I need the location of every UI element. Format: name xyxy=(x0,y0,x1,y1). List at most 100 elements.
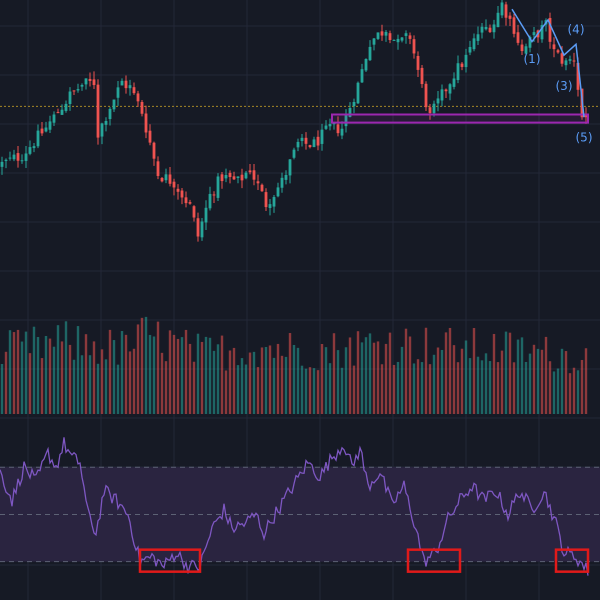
support-zone[interactable] xyxy=(331,113,589,124)
candle-up[interactable] xyxy=(352,98,356,114)
candle-down[interactable] xyxy=(92,71,96,90)
candle-down[interactable] xyxy=(556,48,560,54)
candle-up[interactable] xyxy=(244,171,248,180)
candle-up[interactable] xyxy=(384,30,388,42)
candle-down[interactable] xyxy=(512,13,516,38)
candle-up[interactable] xyxy=(320,123,324,151)
candle-up[interactable] xyxy=(292,147,296,160)
candle-down[interactable] xyxy=(192,205,196,222)
candle-up[interactable] xyxy=(288,159,292,184)
candle-down[interactable] xyxy=(16,146,20,168)
candle-up[interactable] xyxy=(0,156,4,175)
candle-down[interactable] xyxy=(504,1,508,26)
candle-down[interactable] xyxy=(336,116,340,137)
candle-down[interactable] xyxy=(72,90,76,95)
candle-up[interactable] xyxy=(564,58,568,71)
candle-down[interactable] xyxy=(212,191,216,203)
candle-down[interactable] xyxy=(252,164,256,186)
candle-up[interactable] xyxy=(452,72,456,90)
candle-up[interactable] xyxy=(116,80,120,106)
candle-up[interactable] xyxy=(208,186,212,211)
candle-down[interactable] xyxy=(548,12,552,49)
candle-up[interactable] xyxy=(268,199,272,216)
candle-down[interactable] xyxy=(304,132,308,150)
candle-down[interactable] xyxy=(152,141,156,166)
candle-down[interactable] xyxy=(488,24,492,33)
candle-down[interactable] xyxy=(584,107,588,124)
candle-up[interactable] xyxy=(340,121,344,140)
candle-up[interactable] xyxy=(80,83,84,91)
oversold-marker[interactable] xyxy=(554,548,590,573)
candle-up[interactable] xyxy=(468,40,472,56)
candle-up[interactable] xyxy=(464,48,468,73)
candle-down[interactable] xyxy=(508,12,512,26)
candle-up[interactable] xyxy=(300,133,304,147)
candle-down[interactable] xyxy=(172,178,176,196)
candle-down[interactable] xyxy=(176,184,180,200)
candle-up[interactable] xyxy=(204,200,208,231)
candle-up[interactable] xyxy=(272,194,276,213)
candle-up[interactable] xyxy=(356,81,360,104)
candle-down[interactable] xyxy=(552,37,556,58)
candle-down[interactable] xyxy=(264,188,268,212)
candle-up[interactable] xyxy=(36,124,40,149)
candle-down[interactable] xyxy=(316,130,320,151)
elliott-wave-path[interactable] xyxy=(511,8,585,118)
candle-up[interactable] xyxy=(448,83,452,101)
candle-up[interactable] xyxy=(84,78,88,90)
candle-up[interactable] xyxy=(108,107,112,126)
candle-up[interactable] xyxy=(360,63,364,84)
candle-up[interactable] xyxy=(376,32,380,41)
candle-down[interactable] xyxy=(308,144,312,149)
candle-down[interactable] xyxy=(420,64,424,88)
candle-up[interactable] xyxy=(44,121,48,133)
candle-up[interactable] xyxy=(492,19,496,39)
candle-up[interactable] xyxy=(312,136,316,148)
candle-up[interactable] xyxy=(12,149,16,162)
candle-up[interactable] xyxy=(440,84,444,107)
candle-up[interactable] xyxy=(120,78,124,86)
candle-down[interactable] xyxy=(248,163,252,175)
candle-down[interactable] xyxy=(40,121,44,136)
candle-up[interactable] xyxy=(24,146,28,169)
candle-up[interactable] xyxy=(28,140,32,156)
candle-up[interactable] xyxy=(276,182,280,198)
candle-down[interactable] xyxy=(136,90,140,107)
candle-down[interactable] xyxy=(220,171,224,189)
candle-up[interactable] xyxy=(224,168,228,183)
candle-down[interactable] xyxy=(572,52,576,67)
candle-up[interactable] xyxy=(496,5,500,28)
candle-down[interactable] xyxy=(88,72,92,87)
candle-down[interactable] xyxy=(168,166,172,187)
rsi-line[interactable] xyxy=(0,437,589,576)
candle-down[interactable] xyxy=(444,88,448,99)
candle-down[interactable] xyxy=(260,183,264,192)
candle-down[interactable] xyxy=(144,105,148,139)
candle-down[interactable] xyxy=(232,171,236,181)
candle-up[interactable] xyxy=(436,91,440,112)
candle-up[interactable] xyxy=(328,118,332,131)
candle-down[interactable] xyxy=(124,75,128,94)
candle-up[interactable] xyxy=(296,138,300,152)
candle-down[interactable] xyxy=(424,81,428,111)
candle-down[interactable] xyxy=(408,32,412,45)
candle-down[interactable] xyxy=(240,168,244,189)
candle-up[interactable] xyxy=(48,115,52,133)
candle-down[interactable] xyxy=(520,39,524,56)
candle-up[interactable] xyxy=(4,158,8,169)
candle-up[interactable] xyxy=(476,26,480,46)
candle-up[interactable] xyxy=(20,154,24,164)
candle-up[interactable] xyxy=(568,55,572,65)
candle-up[interactable] xyxy=(8,151,12,161)
candle-up[interactable] xyxy=(60,104,64,115)
candle-down[interactable] xyxy=(184,191,188,208)
candle-down[interactable] xyxy=(416,51,420,78)
candle-up[interactable] xyxy=(404,30,408,44)
candle-down[interactable] xyxy=(132,82,136,95)
candle-up[interactable] xyxy=(480,23,484,39)
candle-down[interactable] xyxy=(228,170,232,184)
candle-down[interactable] xyxy=(160,177,164,183)
candle-up[interactable] xyxy=(64,100,68,113)
candle-up[interactable] xyxy=(500,0,504,19)
